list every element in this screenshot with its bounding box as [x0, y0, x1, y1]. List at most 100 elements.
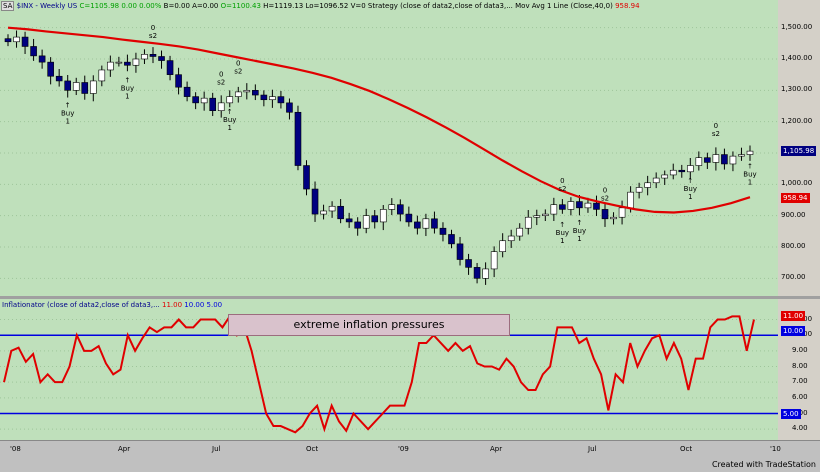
upper-threshold-badge: 10.00 — [781, 326, 806, 336]
price-candle[interactable] — [456, 243, 464, 260]
price-candle[interactable] — [158, 56, 165, 61]
price-candle[interactable] — [200, 97, 208, 104]
price-candle[interactable] — [397, 204, 404, 215]
price-candle[interactable] — [379, 209, 387, 223]
price-candle[interactable] — [669, 169, 677, 176]
price-chart-canvas[interactable]: ↑Buy1↑Buy1↑Buy1↑Buy1↑Buy1↑Buy1↑Buy10s20s… — [0, 0, 778, 296]
price-candle[interactable] — [98, 69, 106, 82]
price-candle[interactable] — [115, 61, 123, 64]
price-candle[interactable] — [209, 97, 216, 111]
price-candle[interactable] — [4, 38, 12, 43]
price-candle[interactable] — [516, 227, 524, 237]
price-candle[interactable] — [695, 157, 703, 166]
price-candle[interactable] — [465, 259, 472, 268]
price-candle[interactable] — [252, 90, 259, 96]
price-candle[interactable] — [635, 187, 643, 193]
price-candle[interactable] — [738, 154, 745, 157]
price-header-value: Strategy (close of data2,close of data3,… — [365, 2, 513, 10]
price-candle[interactable] — [482, 268, 489, 279]
price-candle[interactable] — [678, 169, 686, 173]
price-candle[interactable] — [507, 235, 515, 242]
price-candle[interactable] — [448, 234, 455, 245]
price-candle[interactable] — [576, 201, 583, 209]
price-tick-label: 1,500.00 — [781, 22, 813, 31]
price-candle[interactable] — [81, 82, 89, 94]
price-candle[interactable] — [533, 215, 541, 218]
price-candle[interactable] — [294, 111, 302, 166]
price-candle[interactable] — [277, 96, 285, 104]
price-candle[interactable] — [618, 207, 626, 218]
price-candle[interactable] — [286, 102, 293, 113]
price-candle[interactable] — [47, 61, 54, 77]
price-candle[interactable] — [473, 267, 481, 279]
price-candle[interactable] — [559, 204, 566, 210]
price-candle[interactable] — [303, 165, 310, 190]
price-candle[interactable] — [107, 61, 114, 71]
panel-divider[interactable] — [0, 296, 820, 299]
buy-arrow: ↑ — [124, 77, 130, 85]
price-candle[interactable] — [721, 154, 728, 165]
price-candle[interactable] — [124, 61, 131, 66]
sell-signal-label: s2 — [234, 67, 242, 75]
price-candle[interactable] — [524, 216, 532, 229]
price-candle[interactable] — [414, 221, 421, 229]
price-candle[interactable] — [234, 91, 242, 97]
price-candle[interactable] — [38, 55, 46, 63]
buy-signal-label: Buy — [61, 110, 74, 118]
price-candle[interactable] — [141, 53, 148, 60]
price-candle[interactable] — [345, 218, 353, 223]
price-candle[interactable] — [610, 216, 617, 220]
price-candle[interactable] — [192, 96, 199, 104]
price-candle[interactable] — [729, 155, 737, 165]
price-candle[interactable] — [422, 218, 430, 229]
price-candle[interactable] — [712, 154, 720, 163]
price-candle[interactable] — [746, 150, 754, 155]
price-candle[interactable] — [593, 202, 600, 210]
price-candle[interactable] — [166, 60, 174, 75]
price-candle[interactable] — [431, 218, 438, 229]
price-candle[interactable] — [439, 227, 447, 235]
price-candle[interactable] — [388, 204, 396, 210]
indicator-panel-header: Inflationator (close of data2,close of d… — [2, 301, 778, 310]
price-candle[interactable] — [72, 82, 80, 91]
price-candle[interactable] — [64, 80, 72, 91]
price-candle[interactable] — [550, 204, 558, 215]
price-candle[interactable] — [328, 205, 336, 212]
price-candle[interactable] — [311, 188, 319, 215]
price-candle[interactable] — [644, 182, 651, 188]
price-candle[interactable] — [226, 96, 234, 104]
price-candle[interactable] — [567, 201, 575, 210]
price-candle[interactable] — [371, 215, 379, 223]
price-candle[interactable] — [652, 177, 660, 184]
price-candle[interactable] — [686, 165, 694, 173]
price-candle[interactable] — [183, 86, 191, 97]
price-candle[interactable] — [584, 202, 592, 209]
price-candle[interactable] — [542, 213, 549, 216]
buy-arrow: ↑ — [576, 219, 582, 227]
price-candle[interactable] — [13, 36, 20, 43]
price-candle[interactable] — [269, 96, 276, 101]
price-candle[interactable] — [149, 53, 157, 57]
price-candle[interactable] — [243, 90, 251, 93]
price-candle[interactable] — [89, 80, 97, 94]
price-candle[interactable] — [627, 191, 634, 209]
price-candle[interactable] — [55, 75, 63, 82]
price-candle[interactable] — [490, 251, 498, 270]
price-candle[interactable] — [354, 221, 361, 229]
price-candle[interactable] — [704, 157, 711, 163]
price-candle[interactable] — [661, 174, 669, 179]
price-candle[interactable] — [175, 74, 182, 88]
price-candle[interactable] — [405, 213, 413, 223]
price-candle[interactable] — [132, 58, 140, 66]
price-candle[interactable] — [337, 205, 344, 220]
price-candle[interactable] — [260, 94, 268, 101]
price-candle[interactable] — [320, 210, 327, 215]
price-candle[interactable] — [601, 209, 609, 220]
price-candle[interactable] — [362, 215, 370, 229]
price-candle[interactable] — [21, 36, 29, 47]
indicator-tick-label: 6.00 — [792, 392, 808, 401]
price-candle[interactable] — [30, 46, 37, 57]
price-candle[interactable] — [499, 240, 506, 253]
price-candle[interactable] — [217, 102, 225, 112]
x-axis-label: '08 — [10, 445, 21, 453]
